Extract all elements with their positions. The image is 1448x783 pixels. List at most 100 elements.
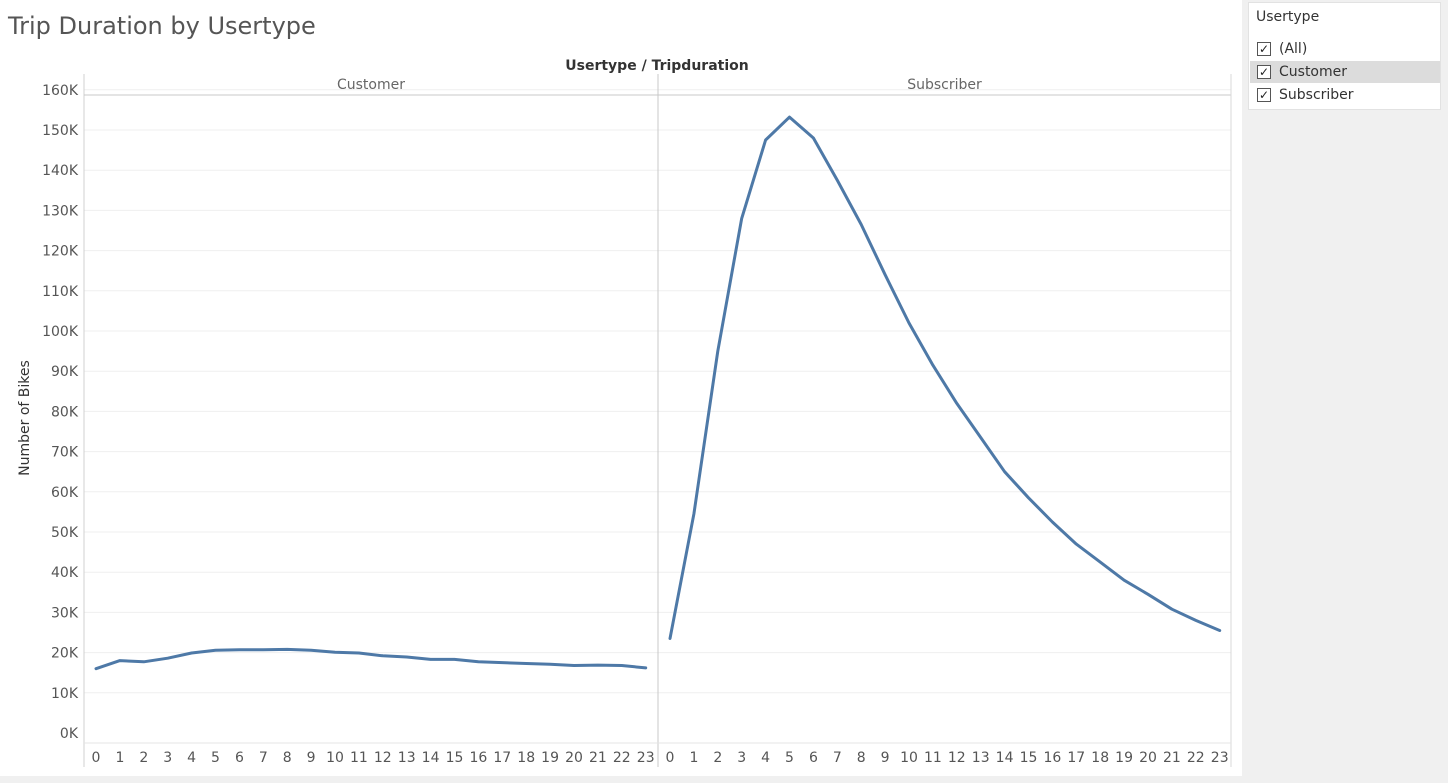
- data-point-customer[interactable]: [331, 648, 339, 656]
- x-tick-label: 15: [446, 750, 464, 766]
- x-tick-label: 5: [785, 750, 794, 766]
- x-tick-label: 0: [92, 750, 101, 766]
- series-lines[interactable]: [92, 113, 1224, 673]
- data-point-subscriber[interactable]: [738, 214, 746, 222]
- x-tick-label: 16: [1043, 750, 1061, 766]
- y-tick-label: 90K: [51, 364, 79, 380]
- data-point-customer[interactable]: [355, 649, 363, 657]
- filter-item-customer[interactable]: ✓ Customer: [1250, 61, 1440, 83]
- x-tick-label: 6: [235, 750, 244, 766]
- series-line-subscriber[interactable]: [668, 115, 1222, 640]
- chart-title: Usertype / Tripduration: [565, 58, 748, 74]
- x-tick-label: 8: [283, 750, 292, 766]
- data-point-customer[interactable]: [427, 655, 435, 663]
- data-point-customer[interactable]: [546, 660, 554, 668]
- x-tick-label: 7: [833, 750, 842, 766]
- data-point-customer[interactable]: [307, 646, 315, 654]
- y-tick-label: 10K: [51, 686, 79, 702]
- y-tick-label: 140K: [42, 163, 79, 179]
- data-point-subscriber[interactable]: [786, 113, 794, 121]
- y-tick-label: 150K: [42, 123, 79, 139]
- data-point-subscriber[interactable]: [666, 635, 674, 643]
- x-tick-label: 19: [541, 750, 559, 766]
- checkbox-icon[interactable]: ✓: [1257, 42, 1271, 56]
- data-point-customer[interactable]: [594, 661, 602, 669]
- data-point-subscriber[interactable]: [905, 319, 913, 327]
- data-point-customer[interactable]: [212, 646, 220, 654]
- checkbox-icon[interactable]: ✓: [1257, 65, 1271, 79]
- x-tick-label: 13: [972, 750, 990, 766]
- x-tick-label: 12: [374, 750, 392, 766]
- data-point-subscriber[interactable]: [1025, 494, 1033, 502]
- x-tick-label: 21: [1163, 750, 1181, 766]
- data-point-subscriber[interactable]: [1216, 627, 1224, 635]
- data-point-subscriber[interactable]: [953, 399, 961, 407]
- checkbox-icon[interactable]: ✓: [1257, 88, 1271, 102]
- x-tick-label: 23: [637, 750, 655, 766]
- x-tick-label: 23: [1211, 750, 1229, 766]
- data-point-customer[interactable]: [474, 658, 482, 666]
- data-point-customer[interactable]: [92, 665, 100, 673]
- data-point-subscriber[interactable]: [977, 434, 985, 442]
- x-axis-ticks: 0 1 2 3 4 5 6 7 8 9 10 11 12 13 14 15 16 17 18 19 20 21 22 23 0 1…: [92, 750, 1229, 766]
- data-point-subscriber[interactable]: [1096, 558, 1104, 566]
- data-point-subscriber[interactable]: [714, 347, 722, 355]
- data-point-subscriber[interactable]: [1001, 468, 1009, 476]
- x-tick-label: 5: [211, 750, 220, 766]
- x-tick-label: 15: [1020, 750, 1038, 766]
- x-tick-label: 22: [1187, 750, 1205, 766]
- x-tick-label: 10: [900, 750, 918, 766]
- data-point-subscriber[interactable]: [1192, 616, 1200, 624]
- x-tick-label: 20: [565, 750, 583, 766]
- usertype-filter: Usertype ✓ (All) ✓ Customer ✓ Subscriber: [1248, 2, 1441, 110]
- data-point-subscriber[interactable]: [857, 221, 865, 229]
- data-point-subscriber[interactable]: [690, 510, 698, 518]
- x-tick-label: 14: [422, 750, 440, 766]
- data-point-customer[interactable]: [618, 662, 626, 670]
- data-point-customer[interactable]: [235, 646, 243, 654]
- x-tick-label: 18: [517, 750, 535, 766]
- filter-title: Usertype: [1256, 9, 1320, 25]
- series-line-customer[interactable]: [94, 647, 648, 671]
- data-point-customer[interactable]: [379, 652, 387, 660]
- data-point-subscriber[interactable]: [809, 134, 817, 142]
- data-point-customer[interactable]: [451, 655, 459, 663]
- data-point-customer[interactable]: [403, 653, 411, 661]
- data-point-subscriber[interactable]: [1120, 576, 1128, 584]
- filter-item-subscriber[interactable]: ✓ Subscriber: [1250, 84, 1440, 106]
- chart-frame: [83, 74, 1232, 767]
- y-tick-label: 130K: [42, 203, 79, 219]
- x-tick-label: 17: [493, 750, 511, 766]
- data-point-customer[interactable]: [642, 664, 650, 672]
- data-point-customer[interactable]: [570, 662, 578, 670]
- x-tick-label: 4: [761, 750, 770, 766]
- x-tick-label: 8: [857, 750, 866, 766]
- data-point-customer[interactable]: [283, 645, 291, 653]
- data-point-customer[interactable]: [116, 657, 124, 665]
- data-point-subscriber[interactable]: [1168, 605, 1176, 613]
- filter-item-all[interactable]: ✓ (All): [1250, 38, 1440, 60]
- data-point-customer[interactable]: [522, 660, 530, 668]
- data-point-subscriber[interactable]: [1144, 590, 1152, 598]
- x-tick-label: 21: [589, 750, 607, 766]
- y-tick-label: 50K: [51, 525, 79, 541]
- x-tick-label: 17: [1067, 750, 1085, 766]
- x-tick-label: 13: [398, 750, 416, 766]
- x-tick-label: 3: [737, 750, 746, 766]
- data-point-subscriber[interactable]: [1072, 540, 1080, 548]
- data-point-customer[interactable]: [164, 654, 172, 662]
- data-point-subscriber[interactable]: [881, 271, 889, 279]
- data-point-customer[interactable]: [498, 659, 506, 667]
- data-point-customer[interactable]: [188, 649, 196, 657]
- data-point-subscriber[interactable]: [1048, 518, 1056, 526]
- data-point-customer[interactable]: [259, 646, 267, 654]
- x-tick-label: 4: [187, 750, 196, 766]
- filter-item-label: Subscriber: [1279, 87, 1354, 103]
- y-tick-label: 80K: [51, 404, 79, 420]
- data-point-subscriber[interactable]: [762, 136, 770, 144]
- data-point-subscriber[interactable]: [929, 361, 937, 369]
- x-tick-label: 1: [115, 750, 124, 766]
- data-point-subscriber[interactable]: [833, 176, 841, 184]
- x-tick-label: 3: [163, 750, 172, 766]
- data-point-customer[interactable]: [140, 658, 148, 666]
